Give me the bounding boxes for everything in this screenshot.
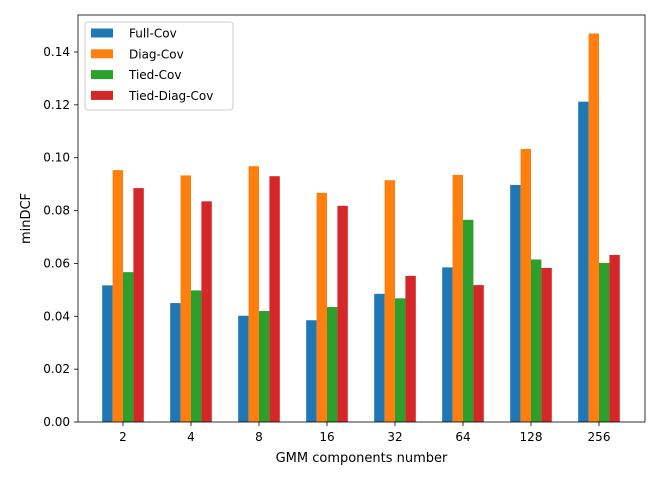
bar-diag-cov-256 bbox=[588, 33, 599, 422]
y-tick-label: 0.10 bbox=[43, 151, 70, 165]
bar-full-cov-16 bbox=[306, 320, 317, 422]
bar-tied-cov-8 bbox=[259, 311, 270, 422]
bar-tied-diag-cov-8 bbox=[269, 176, 280, 422]
bar-tied-diag-cov-4 bbox=[201, 201, 212, 422]
bar-full-cov-256 bbox=[578, 101, 589, 422]
bar-tied-cov-16 bbox=[327, 307, 338, 422]
y-axis-label: minDCF bbox=[19, 193, 34, 244]
x-tick-label: 8 bbox=[255, 430, 263, 444]
x-axis-label: GMM components number bbox=[276, 451, 448, 466]
bar-tied-cov-256 bbox=[599, 262, 610, 422]
legend-swatch bbox=[91, 49, 113, 59]
y-tick-label: 0.08 bbox=[43, 204, 70, 218]
bar-full-cov-2 bbox=[102, 285, 113, 422]
bar-full-cov-8 bbox=[238, 315, 249, 422]
plot-frame bbox=[77, 14, 646, 423]
x-tick-label: 32 bbox=[387, 430, 402, 444]
legend-swatch bbox=[91, 90, 113, 100]
bar-full-cov-128 bbox=[510, 184, 521, 422]
bar-tied-diag-cov-256 bbox=[609, 254, 620, 422]
bar-full-cov-64 bbox=[442, 267, 453, 422]
legend-label: Diag-Cov bbox=[129, 47, 184, 61]
bar-tied-diag-cov-32 bbox=[405, 275, 416, 422]
legend: Full-Cov Diag-Cov Tied-Cov Tied-Diag-Cov bbox=[84, 21, 234, 111]
y-axis-ticks: 0.00 0.02 0.04 0.06 0.08 0.10 0.12 0.14 bbox=[43, 45, 78, 429]
x-tick-label: 256 bbox=[588, 430, 611, 444]
x-axis-ticks: 2 4 8 16 32 64 128 256 bbox=[119, 422, 610, 444]
legend-label: Tied-Cov bbox=[128, 68, 181, 82]
bar-diag-cov-128 bbox=[520, 148, 531, 423]
bar-tied-cov-4 bbox=[191, 290, 202, 422]
y-tick-label: 0.00 bbox=[43, 415, 70, 429]
bar-diag-cov-16 bbox=[316, 192, 327, 422]
y-tick-label: 0.12 bbox=[43, 98, 70, 112]
bar-diag-cov-64 bbox=[452, 174, 463, 422]
x-tick-label: 64 bbox=[455, 430, 470, 444]
legend-label: Tied-Diag-Cov bbox=[128, 89, 213, 103]
bar-tied-cov-128 bbox=[531, 259, 542, 422]
bar-tied-diag-cov-64 bbox=[473, 285, 484, 422]
bar-tied-diag-cov-128 bbox=[541, 267, 552, 422]
bar-tied-cov-64 bbox=[463, 219, 474, 422]
legend-label: Full-Cov bbox=[129, 27, 177, 41]
legend-box bbox=[84, 21, 234, 111]
x-tick-label: 2 bbox=[119, 430, 127, 444]
bar-tied-cov-2 bbox=[123, 272, 134, 422]
y-tick-label: 0.02 bbox=[43, 362, 70, 376]
x-tick-label: 16 bbox=[319, 430, 334, 444]
bar-diag-cov-2 bbox=[112, 170, 123, 422]
y-tick-label: 0.06 bbox=[43, 256, 70, 270]
legend-swatch bbox=[91, 28, 113, 38]
x-tick-label: 128 bbox=[520, 430, 543, 444]
y-tick-label: 0.14 bbox=[43, 45, 70, 59]
bar-full-cov-4 bbox=[170, 303, 181, 422]
bar-full-cov-32 bbox=[374, 293, 385, 422]
bar-tied-cov-32 bbox=[395, 298, 406, 422]
bar-diag-cov-4 bbox=[180, 175, 191, 422]
bar-tied-diag-cov-2 bbox=[133, 188, 144, 422]
y-tick-label: 0.04 bbox=[43, 309, 70, 323]
legend-swatch bbox=[91, 70, 113, 80]
x-tick-label: 4 bbox=[187, 430, 195, 444]
bar-diag-cov-32 bbox=[384, 180, 395, 422]
bars-layer bbox=[102, 33, 620, 423]
bar-diag-cov-8 bbox=[248, 166, 259, 422]
bar-tied-diag-cov-16 bbox=[337, 205, 348, 422]
